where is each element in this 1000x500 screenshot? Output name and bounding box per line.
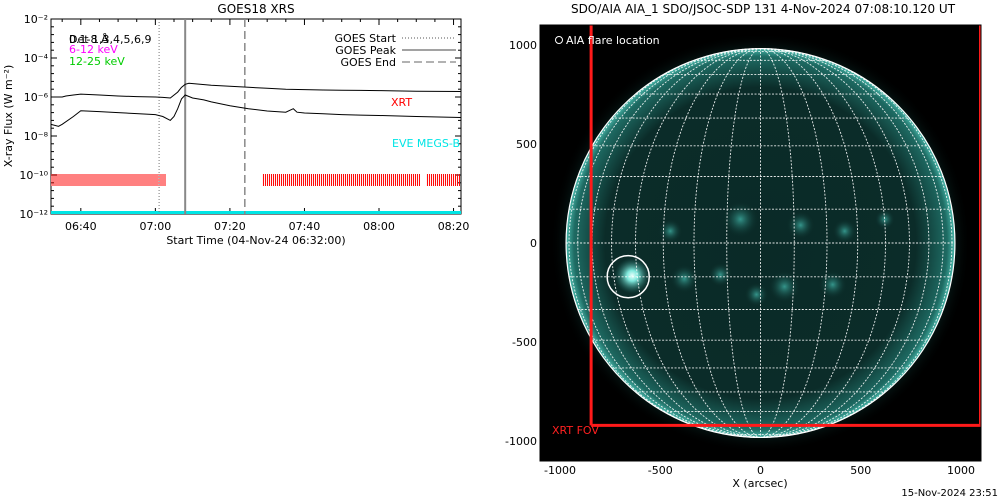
x-tick-label: 07:20	[214, 220, 246, 233]
active-region	[670, 264, 699, 293]
longitude-line	[760, 48, 930, 438]
y-tick-label: 0	[530, 237, 537, 250]
flux-series-line-0	[51, 82, 461, 99]
y-tick-label: 10⁻⁸	[24, 130, 49, 143]
longitude-line	[662, 48, 761, 438]
x-tick-label: -1000	[544, 464, 576, 477]
legend-item-0: 0.1-8 Å	[69, 33, 109, 46]
aia-title: SDO/AIA AIA_1 SDO/JSOC-SDP 131 4-Nov-202…	[571, 2, 956, 16]
flux-series-line-1	[51, 94, 461, 127]
active-region	[768, 270, 801, 303]
legend-goes-start: GOES Start	[335, 32, 397, 45]
legend-item-1: 6-12 keV	[69, 43, 118, 56]
aia-legend: AIA flare location	[555, 34, 660, 47]
y-tick-label: 10⁻¹²	[19, 208, 48, 221]
longitude-line	[611, 48, 761, 438]
legend-goes-peak: GOES Peak	[335, 44, 396, 57]
longitude-line	[693, 48, 761, 438]
flare-location-circle	[606, 254, 650, 299]
active-region	[874, 209, 895, 230]
solar-disk	[550, 25, 981, 453]
active-region	[722, 201, 759, 238]
longitude-line	[577, 48, 761, 438]
y-tick-label: -500	[512, 336, 537, 349]
y-tick-label: -1000	[505, 435, 537, 448]
x-tick-label: 08:00	[363, 220, 395, 233]
x-tick-label: 500	[850, 464, 871, 477]
y-tick-label: 10⁻⁴	[24, 52, 49, 65]
legend-overlap-label: Det 1,3,4,5,6,9	[69, 33, 152, 46]
longitude-line	[760, 48, 910, 438]
xrt-fov-label: XRT FOV	[552, 424, 599, 437]
goes-x-axis: 06:40 07:00 07:20 07:40 08:00 08:20	[61, 19, 470, 233]
active-region	[744, 282, 769, 307]
flare-brightening	[614, 257, 651, 294]
goes-y-axis-label: X-ray Flux (W m⁻²)	[2, 65, 15, 167]
y-tick-label: 10⁻¹⁰	[19, 169, 48, 182]
longitude-line	[726, 48, 761, 438]
active-region	[658, 219, 683, 244]
eve-instrument-label: EVE MEGS-B	[392, 137, 460, 150]
x-tick-label: 06:40	[65, 220, 97, 233]
longitude-line	[568, 48, 761, 438]
longitude-line	[760, 48, 828, 438]
x-tick-label: 07:00	[140, 220, 172, 233]
longitude-line	[635, 48, 761, 438]
y-tick-label: 1000	[509, 39, 537, 52]
longitude-line	[760, 48, 795, 438]
x-tick-label: 07:40	[289, 220, 321, 233]
aia-x-axis-label: X (arcsec)	[732, 477, 787, 490]
x-tick-label: 0	[757, 464, 764, 477]
flare-legend-icon	[555, 36, 563, 44]
event-markers	[158, 19, 246, 214]
goes-title: GOES18 XRS	[217, 2, 294, 16]
goes-panel: GOES18 XRS 10⁻¹² 10⁻¹⁰ 10⁻⁸ 10⁻⁶ 10⁻⁴ 10⁻² 06…	[2, 2, 469, 247]
heliographic-grid	[566, 48, 955, 438]
aia-y-axis: 1000 500 0 -500 -1000	[505, 39, 546, 448]
longitude-line	[760, 48, 953, 438]
goes-legend-left: 0.1-8 Å Det 1,3,4,5,6,9 6-12 keV 12-25 k…	[69, 33, 152, 68]
coverage-bars	[51, 174, 461, 214]
y-tick-label: 10⁻²	[24, 13, 48, 26]
active-region	[708, 262, 733, 287]
active-region	[832, 219, 857, 244]
legend-item-2: 12-25 keV	[69, 55, 125, 68]
aia-panel: SDO/AIA AIA_1 SDO/JSOC-SDP 131 4-Nov-202…	[505, 2, 982, 490]
x-tick-label: 08:20	[438, 220, 470, 233]
active-region	[786, 211, 815, 240]
goes-legend-right: GOES Start GOES Peak GOES End	[335, 32, 456, 69]
longitude-line	[760, 48, 859, 438]
longitude-line	[760, 48, 944, 438]
y-tick-label: 500	[516, 138, 537, 151]
legend-goes-end: GOES End	[340, 56, 396, 69]
footer-timestamp: 15-Nov-2024 23:51	[901, 488, 998, 499]
xrt-instrument-label: XRT	[391, 96, 412, 109]
aia-x-axis: -1000 -500 0 500 1000	[544, 455, 975, 477]
x-tick-label: 1000	[947, 464, 975, 477]
solar-limb	[565, 47, 956, 439]
longitude-line	[760, 48, 886, 438]
y-tick-label: 10⁻⁶	[24, 91, 49, 104]
goes-x-axis-label: Start Time (04-Nov-24 06:32:00)	[166, 234, 345, 247]
flare-legend-label: AIA flare location	[566, 34, 660, 47]
x-tick-label: -500	[648, 464, 673, 477]
flux-series	[51, 82, 461, 127]
active-region	[818, 270, 847, 299]
